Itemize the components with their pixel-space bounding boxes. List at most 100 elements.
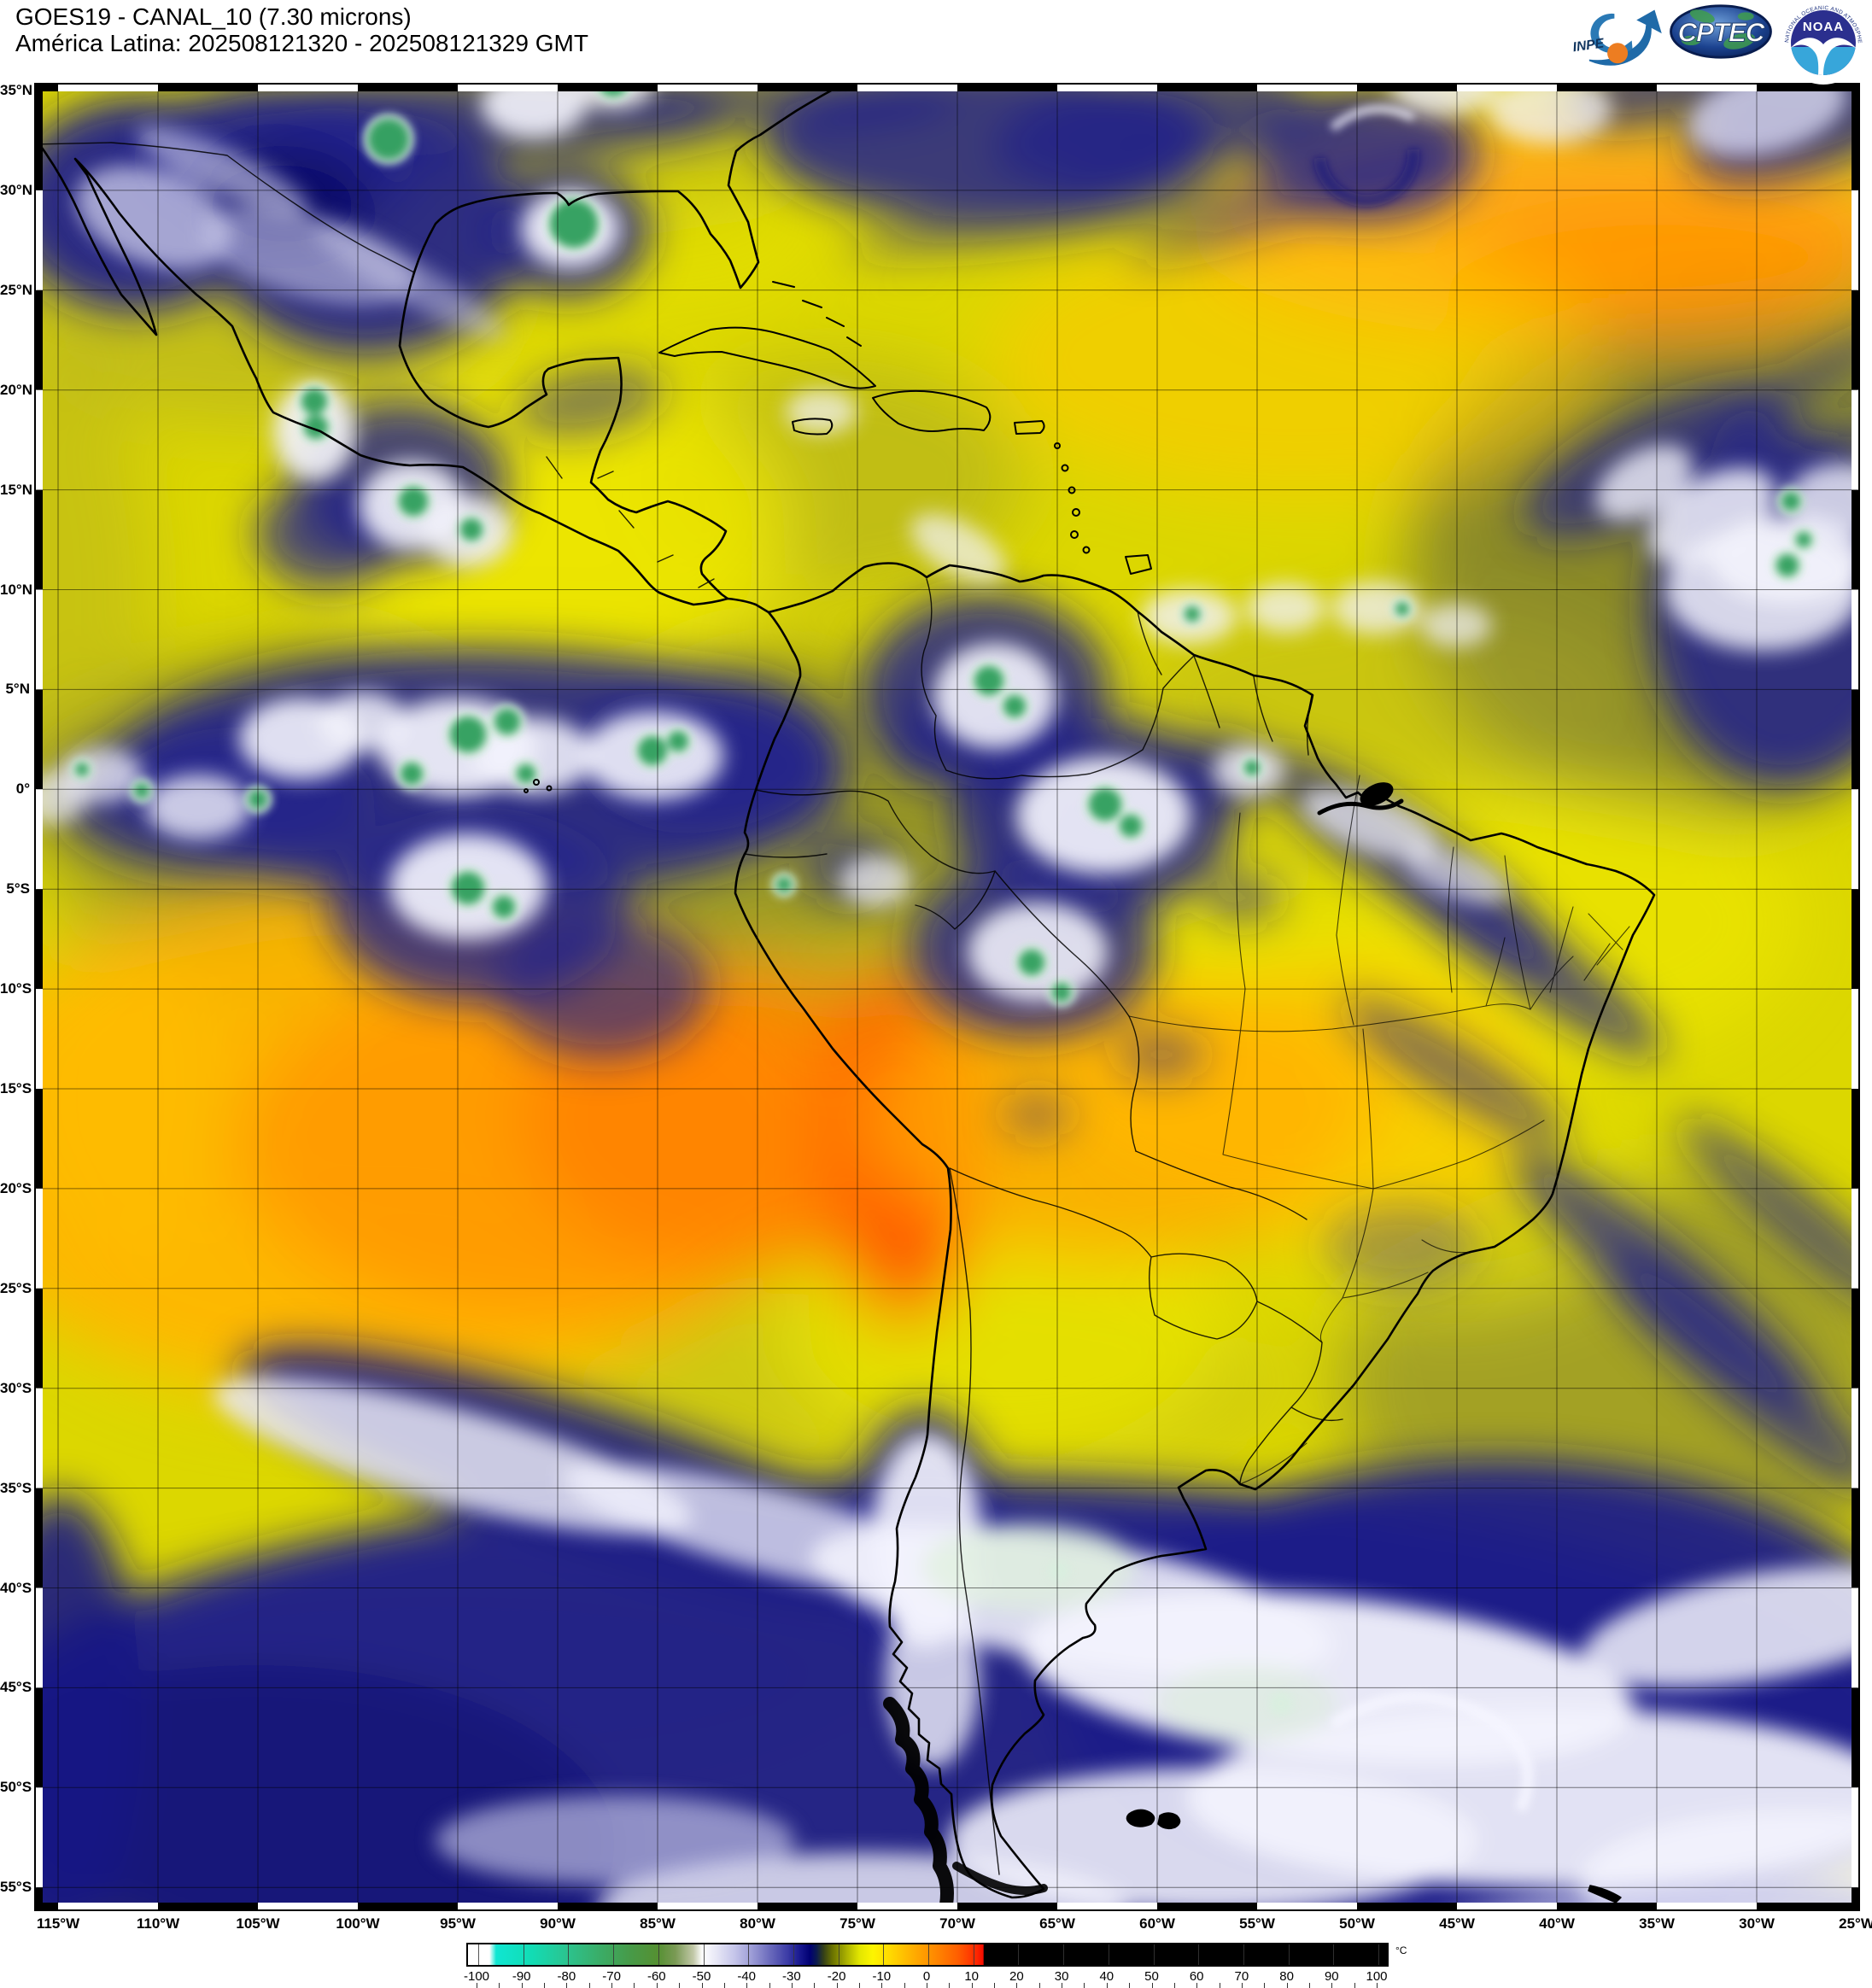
lon-label: 75°W: [839, 1915, 875, 1932]
lon-label: 100°W: [336, 1915, 380, 1932]
lon-label: 95°W: [440, 1915, 476, 1932]
colorbar-tick: [658, 1944, 659, 1965]
colorbar-minor-tick: [1106, 1983, 1108, 1988]
colorbar-tick: [1333, 1944, 1335, 1965]
lon-label: 85°W: [640, 1915, 676, 1932]
lat-label: 0°: [15, 781, 30, 798]
colorbar-tick-label: 90: [1324, 1969, 1339, 1984]
lat-label: 30°N: [0, 181, 32, 198]
colorbar-minor-tick: [701, 1983, 703, 1988]
colorbar-tick-label: 100: [1366, 1969, 1388, 1984]
colorbar-minor-tick: [814, 1983, 816, 1988]
map-frame: [34, 83, 1860, 1911]
lon-label: 70°W: [939, 1915, 975, 1932]
colorbar-minor-tick: [656, 1983, 658, 1988]
coastlines: [37, 85, 1656, 1909]
colorbar-tick: [1198, 1944, 1200, 1965]
lon-label: 60°W: [1139, 1915, 1175, 1932]
colorbar-minor-tick: [971, 1983, 973, 1988]
colorbar-minor-tick: [881, 1983, 883, 1988]
cptec-logo: CPTEC: [1670, 4, 1772, 59]
colorbar-tick-label: 20: [1009, 1969, 1024, 1984]
colorbar-minor-tick: [1377, 1983, 1378, 1988]
colorbar-tick-label: -70: [602, 1969, 621, 1984]
colorbar-tick-label: 0: [922, 1969, 931, 1984]
colorbar-tick-label: -20: [827, 1969, 846, 1984]
lat-label: 55°S: [0, 1879, 32, 1896]
colorbar-tick: [613, 1944, 615, 1965]
lat-label: 30°S: [0, 1379, 32, 1396]
lat-label: 40°S: [0, 1579, 32, 1596]
lat-label: 35°N: [0, 82, 32, 98]
lat-label: 20°S: [0, 1179, 32, 1196]
colorbar-minor-tick: [1286, 1983, 1288, 1988]
colorbar-minor-tick: [1151, 1983, 1153, 1988]
lat-label: 25°S: [0, 1279, 32, 1296]
colorbar-unit: °C: [1395, 1944, 1407, 1956]
colorbar-minor-tick: [588, 1983, 590, 1988]
colorbar-tick-label: -10: [872, 1969, 892, 1984]
colorbar-tick-label: -90: [512, 1969, 531, 1984]
lat-label: 5°S: [6, 880, 30, 898]
lat-label: 15°S: [0, 1080, 32, 1096]
colorbar-minor-tick: [1038, 1983, 1040, 1988]
colorbar-gradient: [468, 1944, 1387, 1965]
header: GOES19 - CANAL_10 (7.30 microns) América…: [15, 3, 588, 56]
colorbar-tick-label: -60: [646, 1969, 666, 1984]
colorbar-tick-label: 40: [1099, 1969, 1114, 1984]
lon-label: 105°W: [236, 1915, 280, 1932]
colorbar-tick-label: 30: [1054, 1969, 1069, 1984]
colorbar-minor-tick: [1264, 1983, 1266, 1988]
cptec-wordmark: CPTEC: [1678, 17, 1765, 47]
noaa-logo: NATIONAL OCEANIC AND ATMOSPHERIC ADMINIS…: [1781, 0, 1865, 85]
lon-label: 50°W: [1339, 1915, 1375, 1932]
colorbar: [466, 1943, 1389, 1967]
lon-label: 65°W: [1039, 1915, 1075, 1932]
lat-label: 10°S: [0, 980, 32, 997]
colorbar-minor-tick: [904, 1983, 905, 1988]
inpe-logo: INPE: [1572, 9, 1662, 66]
lon-label: 25°W: [1839, 1915, 1872, 1932]
inpe-orange-dot: [1607, 43, 1629, 64]
lat-label: 5°N: [5, 681, 30, 698]
colorbar-minor-tick: [1129, 1983, 1131, 1988]
colorbar-tick: [1243, 1944, 1244, 1965]
lon-label: 30°W: [1739, 1915, 1775, 1932]
colorbar-minor-tick: [1241, 1983, 1243, 1988]
satellite-imagery: [37, 85, 1857, 1909]
colorbar-tick: [928, 1944, 929, 1965]
noaa-wordmark: NOAA: [1803, 20, 1844, 34]
colorbar-minor-tick: [1084, 1983, 1085, 1988]
colorbar-minor-tick: [1354, 1983, 1355, 1988]
lat-label: 25°N: [0, 281, 32, 298]
lat-label: 50°S: [0, 1779, 32, 1796]
noaa-seagull-icon: [1791, 38, 1856, 75]
lon-label: 80°W: [740, 1915, 775, 1932]
colorbar-tick: [883, 1944, 885, 1965]
lon-label: 90°W: [540, 1915, 576, 1932]
colorbar-tick: [793, 1944, 794, 1965]
colorbar-tick: [478, 1944, 479, 1965]
lat-label: 15°N: [0, 481, 32, 498]
colorbar-tick-label: -40: [737, 1969, 757, 1984]
page-title: GOES19 - CANAL_10 (7.30 microns): [15, 3, 412, 30]
colorbar-minor-tick: [1331, 1983, 1333, 1988]
lon-label: 35°W: [1639, 1915, 1675, 1932]
lon-label: 40°W: [1539, 1915, 1575, 1932]
colorbar-minor-tick: [611, 1983, 613, 1988]
colorbar-minor-tick: [521, 1983, 523, 1988]
colorbar-minor-tick: [994, 1983, 996, 1988]
colorbar-tick: [1018, 1944, 1020, 1965]
lon-label: 45°W: [1439, 1915, 1475, 1932]
colorbar-tick-label: 50: [1144, 1969, 1159, 1984]
colorbar-minor-tick: [949, 1983, 951, 1988]
colorbar-tick: [1378, 1944, 1379, 1965]
lon-label: 55°W: [1239, 1915, 1275, 1932]
lat-label: 10°N: [0, 581, 32, 598]
colorbar-tick-label: 60: [1189, 1969, 1204, 1984]
inpe-orbit-arrow: [1590, 13, 1634, 58]
cptec-continents: [1681, 9, 1756, 50]
page-subtitle: América Latina: 202508121320 - 202508121…: [15, 30, 588, 56]
colorbar-tick: [1153, 1944, 1155, 1965]
